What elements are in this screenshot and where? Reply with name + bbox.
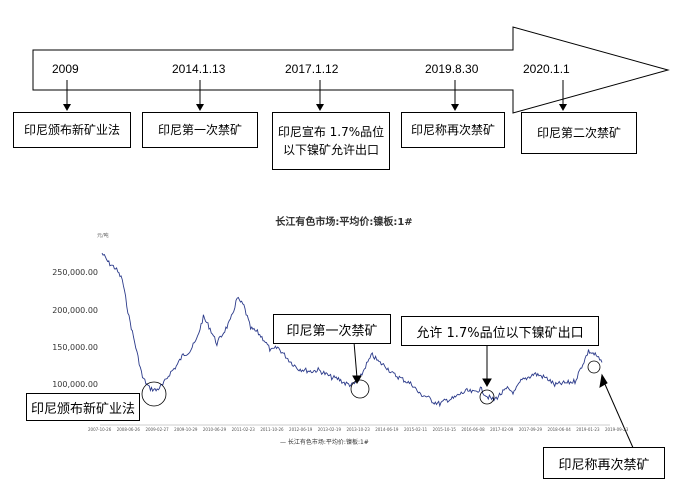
timeline-date-2017: 2017.1.12	[285, 62, 339, 76]
x-tick-4: 2010-06-29	[202, 427, 227, 432]
x-tick-15: 2017-09-29	[518, 427, 543, 432]
x-tick-17: 2019-01-23	[576, 427, 600, 432]
timeline-date-2009: 2009	[52, 62, 79, 76]
timeline-arrowhead-2	[316, 104, 324, 111]
x-tick-8: 2013-02-19	[317, 427, 342, 432]
timeline-date-2020: 2020.1.1	[523, 62, 570, 76]
y-tick-150000: 150,000.00	[52, 343, 98, 352]
timeline-arrow	[32, 26, 670, 114]
x-tick-2: 2009-02-27	[145, 427, 169, 432]
x-tick-11: 2015-02-11	[403, 427, 428, 432]
x-tick-13: 2016-06-08	[461, 427, 485, 432]
x-tick-14: 2017-02-09	[490, 427, 514, 432]
highlight-circle-2014	[350, 379, 370, 399]
highlight-circles	[141, 360, 601, 407]
x-tick-10: 2014-06-19	[375, 427, 399, 432]
x-tick-5: 2011-02-23	[231, 427, 255, 432]
highlight-circle-2017	[479, 389, 495, 405]
chart-title: 长江有色市场:平均价:镍板:1#	[275, 217, 413, 228]
timeline-arrowhead-0	[63, 104, 71, 111]
callout-first-ban: 印尼第一次禁矿	[273, 314, 391, 344]
y-tick-200000: 200,000.00	[52, 306, 98, 315]
event-second-ban: 印尼第二次禁矿	[521, 112, 637, 154]
x-tick-9: 2013-10-23	[346, 427, 370, 432]
event-new-mining-law: 印尼颁布新矿业法	[13, 112, 131, 148]
highlight-circle-2009	[141, 381, 167, 407]
x-tick-0: 2007-10-26	[88, 427, 112, 432]
x-tick-7: 2012-06-19	[289, 427, 313, 432]
timeline-date-2019: 2019.8.30	[425, 62, 479, 76]
callout-arrows	[352, 341, 635, 451]
timeline-arrowhead-3	[451, 104, 459, 111]
callout-export-allowed: 允许 1.7%品位以下镍矿出口	[401, 316, 599, 346]
timeline-arrowhead-4	[559, 104, 567, 111]
timeline-date-2014: 2014.1.13	[172, 62, 226, 76]
x-tick-3: 2009-10-29	[174, 427, 198, 432]
x-tick-12: 2015-10-15	[432, 427, 456, 432]
x-tick-1: 2008-06-26	[116, 427, 140, 432]
x-tick-18: 2019-09-23	[605, 427, 629, 432]
x-tick-16: 2018-06-04	[547, 427, 571, 432]
event-export-allowed: 印尼宣布 1.7%品位以下镍矿允许出口	[272, 112, 390, 170]
callout-ban-again: 印尼称再次禁矿	[543, 447, 665, 479]
highlight-circle-2019	[587, 360, 601, 374]
x-tick-6: 2011-10-26	[260, 427, 284, 432]
callout-new-mining-law: 印尼颁布新矿业法	[26, 393, 140, 421]
y-tick-100000: 100,000.00	[52, 380, 98, 389]
chart-unit: 元/吨	[97, 233, 109, 239]
chart-legend: — 长江有色市场:平均价:镍板:1#	[280, 439, 369, 446]
price-series-line	[101, 252, 603, 408]
event-first-ban: 印尼第一次禁矿	[142, 112, 258, 148]
timeline-arrowhead-1	[196, 104, 204, 111]
y-tick-250000: 250,000.00	[52, 268, 98, 277]
event-ban-again-announced: 印尼称再次禁矿	[401, 112, 505, 148]
